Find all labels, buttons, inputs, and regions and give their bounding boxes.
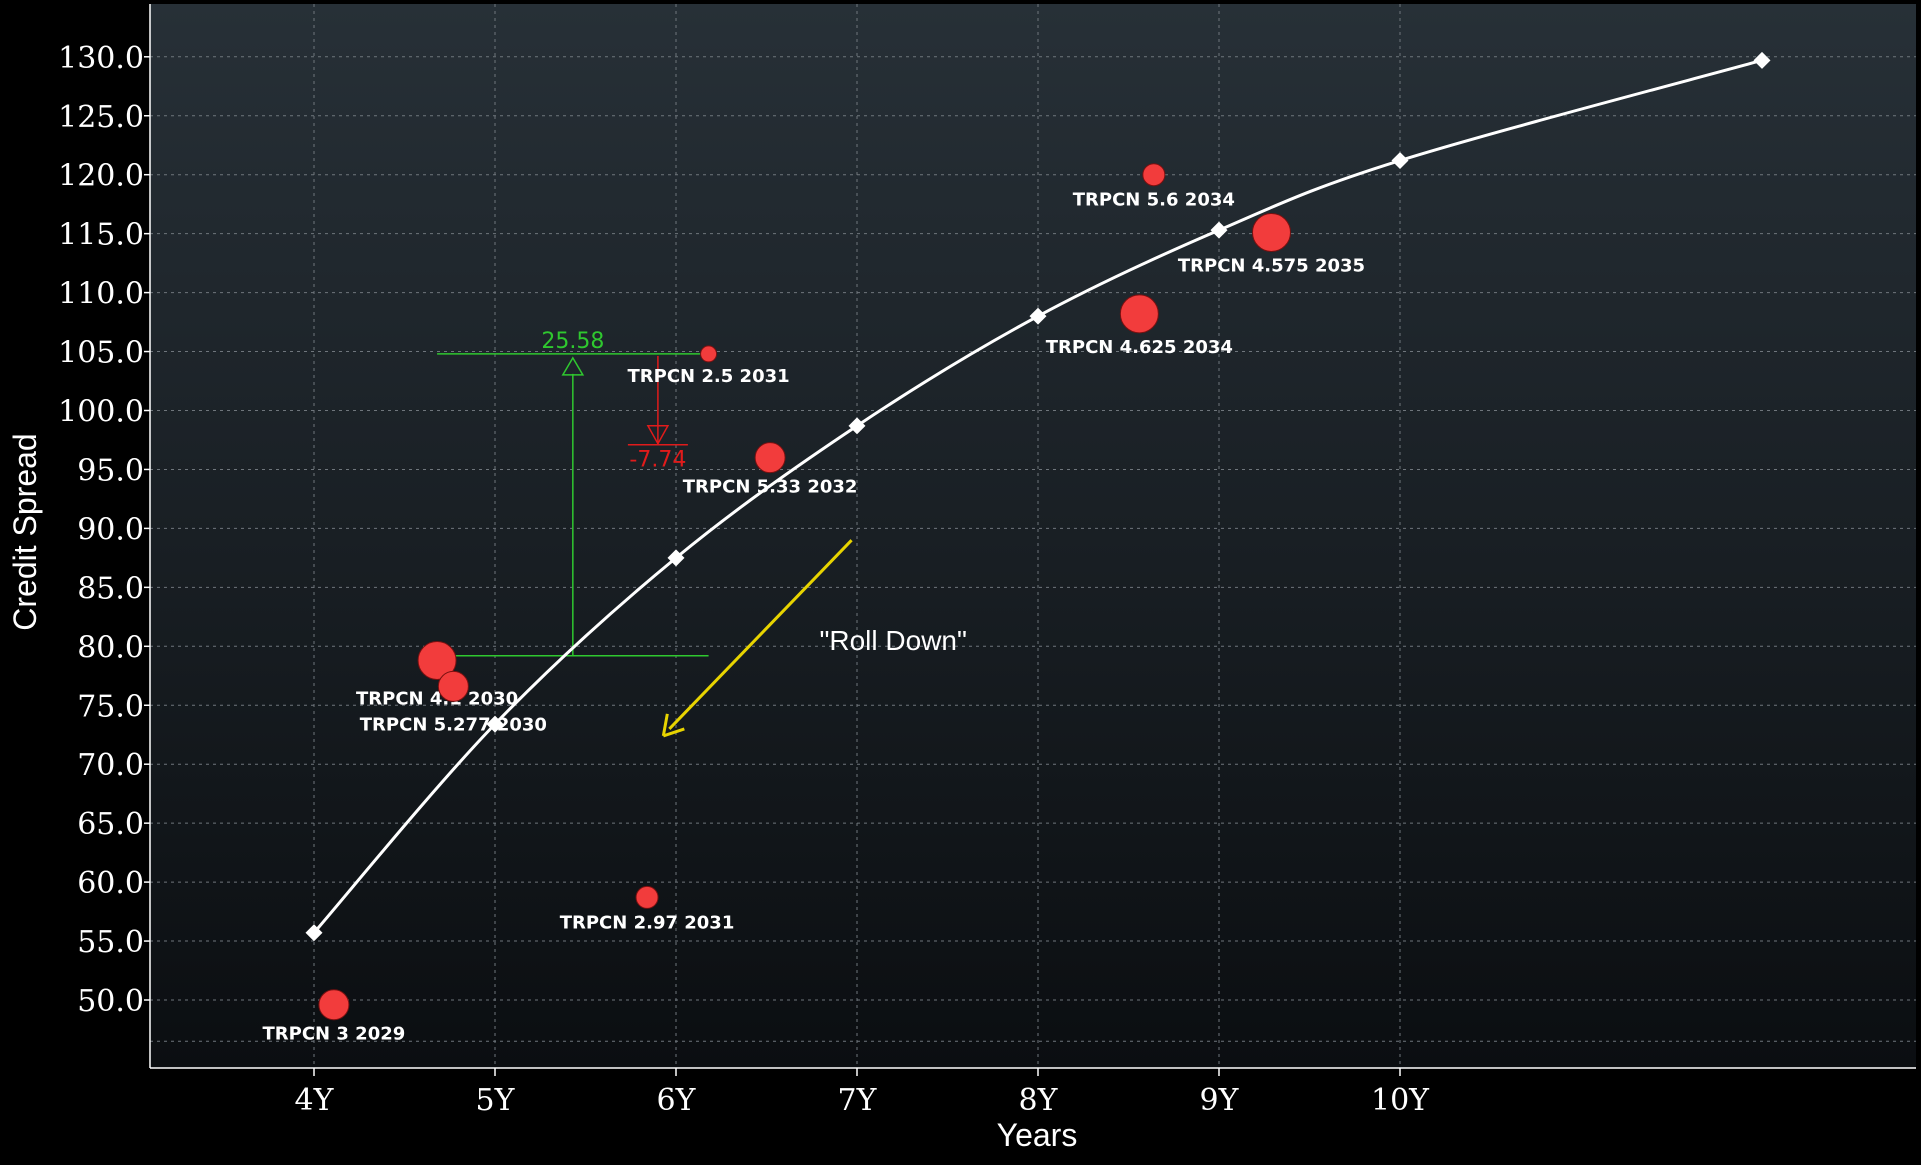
- bond-point: [417, 640, 457, 680]
- bond-points: TRPCN 3 2029 TRPCN 4.1 2030 TRPCN 5.277 20…: [263, 163, 1365, 1045]
- bond-label: TRPCN 3 2029: [263, 1024, 406, 1045]
- grid: [150, 4, 1916, 1068]
- y-tick-label: 105.0: [58, 336, 144, 371]
- bond-label: TRPCN 2.5 2031: [628, 366, 790, 387]
- y-tick-label: 80.0: [77, 630, 144, 665]
- x-tick-label: 5Y: [476, 1083, 516, 1118]
- plot-background: [150, 4, 1916, 1068]
- rolldown-value: 25.58: [541, 329, 604, 354]
- x-tick-label: 8Y: [1019, 1083, 1059, 1118]
- y-tick-label: 120.0: [58, 159, 144, 194]
- curve-point: [305, 924, 323, 942]
- spread-change-arrowhead: [646, 424, 670, 446]
- x-tick-label: 6Y: [657, 1083, 697, 1118]
- y-tick-label: 95.0: [77, 453, 144, 488]
- y-tick-label: 55.0: [77, 925, 144, 960]
- bond-label: TRPCN 5.33 2032: [683, 477, 858, 498]
- y-tick-label: 90.0: [77, 512, 144, 547]
- y-tick-label: 75.0: [77, 689, 144, 724]
- x-axis-title: Years: [997, 1117, 1078, 1153]
- bond-label: TRPCN 4.625 2034: [1046, 337, 1233, 358]
- bond-label: TRPCN 2.97 2031: [560, 912, 735, 933]
- y-tick-label: 115.0: [58, 218, 144, 253]
- x-ticks: 4Y 5Y 6Y 7Y 8Y 9Y 10Y: [295, 1068, 1430, 1118]
- spread-change-value: -7.74: [629, 448, 686, 473]
- roll-down-arrow-head: [661, 713, 685, 738]
- y-tick-label: 130.0: [58, 41, 144, 76]
- bond-point: [1119, 294, 1159, 334]
- y-tick-label: 125.0: [58, 100, 144, 135]
- axes: [149, 4, 1916, 1069]
- curve-point: [486, 715, 504, 733]
- y-tick-label: 85.0: [77, 571, 144, 606]
- rolldown-annotations: 25.58 -7.74 "Roll Down": [437, 329, 967, 738]
- curve-point: [848, 417, 866, 435]
- bond-point: [437, 670, 469, 702]
- bond-label: TRPCN 5.6 2034: [1073, 190, 1235, 211]
- curve-point: [667, 549, 685, 567]
- roll-down-arrow-line: [668, 539, 853, 730]
- y-tick-label: 50.0: [77, 984, 144, 1019]
- y-tick-label: 65.0: [77, 807, 144, 842]
- bond-point: [318, 989, 350, 1021]
- bond-label: TRPCN 5.277 2030: [360, 714, 547, 735]
- bond-point: [1251, 212, 1291, 252]
- bond-point: [700, 345, 718, 363]
- y-axis-title: Credit Spread: [7, 433, 43, 630]
- x-tick-label: 4Y: [295, 1083, 335, 1118]
- x-tick-label: 10Y: [1371, 1083, 1430, 1118]
- x-tick-label: 7Y: [838, 1083, 878, 1118]
- y-ticks: 50.0 55.0 60.0 65.0 70.0 75.0 80.0 85.0 90.0 95.0…: [58, 41, 150, 1019]
- y-tick-label: 60.0: [77, 866, 144, 901]
- y-tick-label: 100.0: [58, 395, 144, 430]
- bond-point: [754, 442, 786, 474]
- bond-point: [635, 885, 659, 909]
- roll-down-label: "Roll Down": [819, 625, 966, 656]
- bond-label: TRPCN 4.1 2030: [356, 688, 518, 709]
- bond-label: TRPCN 4.575 2035: [1178, 255, 1365, 276]
- bond-point: [1142, 163, 1166, 187]
- y-tick-label: 70.0: [77, 748, 144, 783]
- rolldown-arrowhead: [561, 356, 585, 376]
- x-tick-label: 9Y: [1200, 1083, 1240, 1118]
- y-tick-label: 110.0: [58, 277, 144, 312]
